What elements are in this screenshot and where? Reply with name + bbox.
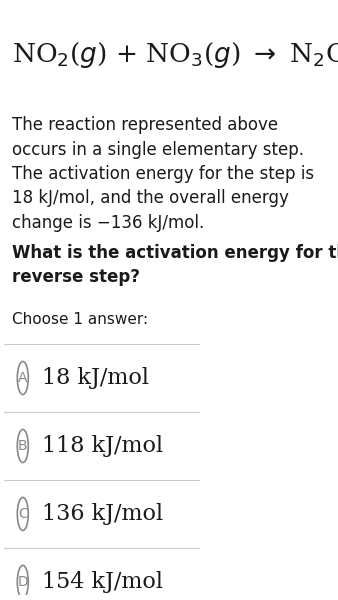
- Text: C: C: [18, 507, 28, 521]
- Text: What is the activation energy for the
reverse step?: What is the activation energy for the re…: [12, 244, 338, 286]
- Text: D: D: [18, 575, 28, 589]
- Text: 18 kJ/mol: 18 kJ/mol: [42, 367, 149, 389]
- Text: 136 kJ/mol: 136 kJ/mol: [42, 503, 164, 525]
- Text: 154 kJ/mol: 154 kJ/mol: [42, 571, 163, 593]
- Text: NO$_2$($g$) + NO$_3$($g$) $\rightarrow$ N$_2$O$_5$($g$): NO$_2$($g$) + NO$_3$($g$) $\rightarrow$ …: [12, 40, 338, 70]
- Text: 118 kJ/mol: 118 kJ/mol: [42, 435, 164, 457]
- Text: Choose 1 answer:: Choose 1 answer:: [12, 311, 148, 326]
- Text: B: B: [18, 439, 28, 453]
- Text: A: A: [18, 371, 27, 385]
- Text: The reaction represented above
occurs in a single elementary step.
The activatio: The reaction represented above occurs in…: [12, 116, 314, 232]
